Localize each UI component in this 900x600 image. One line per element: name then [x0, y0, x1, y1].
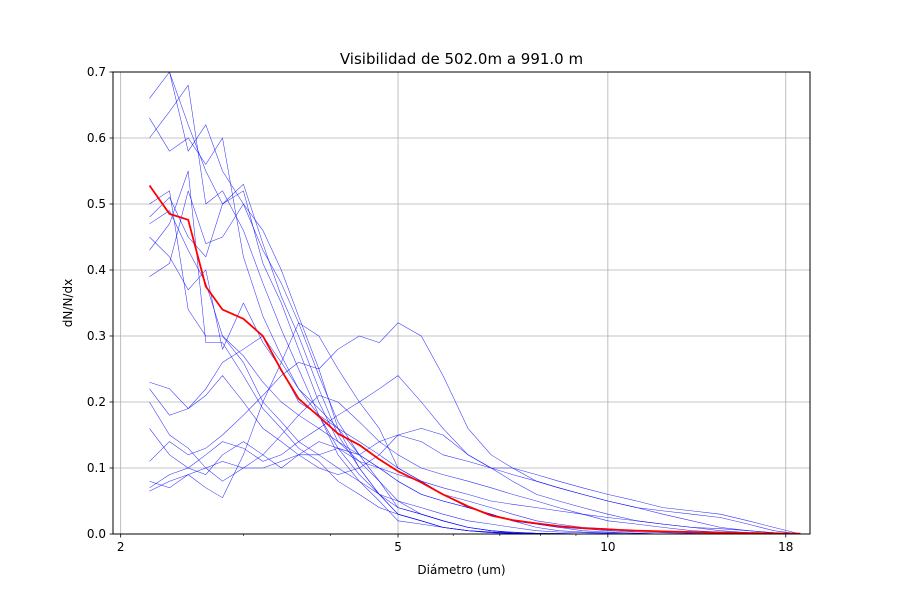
series-line-s12: [149, 190, 801, 534]
x-tick-label: 2: [117, 540, 125, 554]
y-tick-label: 0.7: [87, 65, 106, 79]
series-line-s9: [149, 428, 801, 534]
y-tick-label: 0.6: [87, 131, 106, 145]
series-line-s18: [149, 72, 801, 534]
y-axis-label: dN/N/dx: [61, 279, 75, 327]
series-line-s17: [149, 210, 801, 534]
series-layer: [148, 72, 801, 534]
series-line-s15: [149, 395, 801, 534]
y-tick-label: 0.1: [87, 461, 106, 475]
y-tick-label: 0.3: [87, 329, 106, 343]
series-line-s8: [149, 375, 801, 534]
y-tick-label: 0.0: [87, 527, 106, 541]
plot-background: [113, 72, 810, 534]
series-line-s10: [149, 447, 801, 534]
x-tick-label: 5: [394, 540, 402, 554]
series-line-s13: [149, 118, 801, 534]
x-axis-label: Diámetro (um): [417, 563, 505, 577]
x-tick-label: 10: [600, 540, 615, 554]
y-tick-label: 0.4: [87, 263, 106, 277]
plot-frame: [112, 71, 811, 535]
ticks: 0.0 0.1 0.2 0.3 0.4 0.5 0.6 0.7 2 5 10 18: [87, 65, 794, 554]
x-tick-label: 18: [778, 540, 793, 554]
mean-series-line: [148, 184, 801, 534]
series-line-s2: [149, 84, 801, 534]
series-line-s6: [149, 322, 801, 534]
y-tick-label: 0.2: [87, 395, 106, 409]
y-tick-label: 0.5: [87, 197, 106, 211]
chart-title: Visibilidad de 502.0m a 991.0 m: [340, 50, 583, 68]
